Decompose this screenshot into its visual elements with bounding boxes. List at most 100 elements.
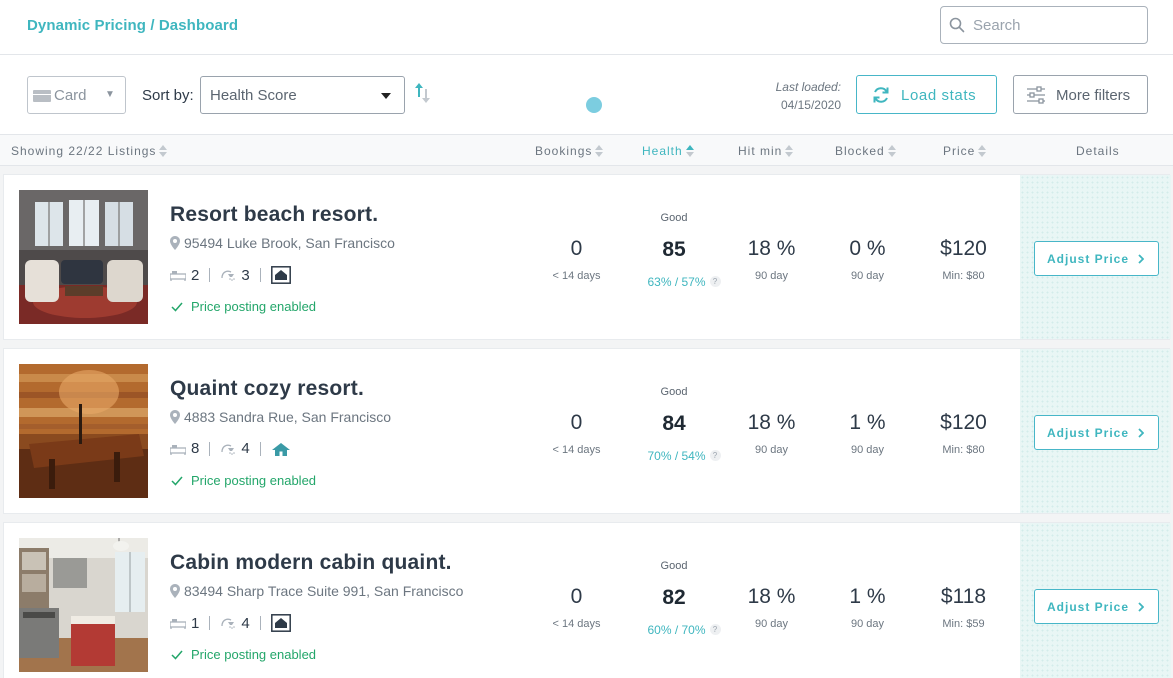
- listing-address: 95494 Luke Brook, San Francisco: [170, 235, 395, 251]
- bed-icon: [170, 619, 186, 629]
- refresh-icon: [873, 87, 889, 103]
- price-posting-text: Price posting enabled: [191, 647, 317, 662]
- listing-card: Quaint cozy resort. 4883 Sandra Rue, San…: [3, 348, 1171, 514]
- column-header-showing[interactable]: Showing 22/22 Listings: [11, 144, 168, 158]
- divider: [209, 441, 211, 456]
- listing-address-text: 83494 Sharp Trace Suite 991, San Francis…: [184, 583, 464, 599]
- bookings-header-label: Bookings: [535, 144, 593, 158]
- min-price: Min: $80: [942, 270, 985, 282]
- bed-icon: [170, 271, 186, 281]
- health-pct-text: 63% / 57%: [647, 275, 706, 289]
- adjust-price-button[interactable]: Adjust Price: [1034, 415, 1159, 450]
- health-score: 85: [662, 238, 686, 261]
- health-pct-text: 70% / 54%: [647, 449, 706, 463]
- health-percentages: 63% / 57%?: [624, 275, 744, 289]
- price-cell: $120 Min: $80: [926, 411, 1001, 456]
- blocked-cell: 1 % 90 day: [830, 411, 905, 456]
- breadcrumb-root[interactable]: Dynamic Pricing: [27, 17, 147, 34]
- column-header-bookings[interactable]: Bookings: [535, 144, 604, 158]
- column-header-price[interactable]: Price: [943, 144, 987, 158]
- details-header-label: Details: [1076, 144, 1120, 158]
- health-label: Good: [660, 212, 688, 224]
- listing-amenities: 8 4: [170, 440, 291, 457]
- adjust-price-label: Adjust Price: [1047, 426, 1130, 440]
- blocked-value: 1 %: [849, 585, 886, 608]
- listing-amenities: 2 3: [170, 266, 291, 284]
- caret-down-icon: ▼: [105, 89, 115, 100]
- bath-count: 3: [241, 266, 250, 284]
- house-icon: [270, 266, 291, 284]
- health-label: Good: [660, 386, 688, 398]
- health-score: 82: [662, 586, 686, 609]
- min-price: Min: $59: [942, 618, 985, 630]
- search-input[interactable]: [973, 15, 1141, 35]
- breadcrumb-current[interactable]: Dashboard: [158, 17, 239, 34]
- adjust-price-button[interactable]: Adjust Price: [1034, 589, 1159, 624]
- column-header-hit-min[interactable]: Hit min: [738, 144, 794, 158]
- load-stats-label: Load stats: [901, 87, 977, 104]
- listing-list: Resort beach resort. 95494 Luke Brook, S…: [0, 166, 1173, 678]
- price-cell: $120 Min: $80: [926, 237, 1001, 282]
- price-posting-text: Price posting enabled: [191, 473, 317, 488]
- listing-card: Cabin modern cabin quaint. 83494 Sharp T…: [3, 522, 1171, 678]
- help-icon[interactable]: ?: [709, 276, 721, 287]
- view-mode-select[interactable]: Card ▼: [27, 76, 126, 114]
- listing-address-text: 95494 Luke Brook, San Francisco: [184, 235, 395, 251]
- adjust-price-button[interactable]: Adjust Price: [1034, 241, 1159, 276]
- listing-title[interactable]: Quaint cozy resort.: [170, 377, 365, 400]
- house-icon: [270, 614, 291, 632]
- blocked-cell: 0 % 90 day: [830, 237, 905, 282]
- more-filters-button[interactable]: More filters: [1013, 75, 1148, 114]
- column-header-details: Details: [1076, 144, 1120, 158]
- health-header-label: Health: [642, 144, 683, 158]
- bookings-cell: 0 < 14 days: [539, 585, 614, 630]
- card-view-icon: [33, 90, 51, 102]
- load-stats-button[interactable]: Load stats: [856, 75, 997, 114]
- sort-label: Sort by:: [142, 87, 194, 104]
- divider: [259, 441, 261, 456]
- column-header-health[interactable]: Health: [642, 144, 694, 158]
- blocked-header-label: Blocked: [835, 144, 885, 158]
- sort-by-select[interactable]: Health Score: [200, 76, 405, 114]
- sort-arrows-icon: [978, 144, 987, 157]
- hit-min-value: 18 %: [747, 585, 796, 608]
- blocked-cell: 1 % 90 day: [830, 585, 905, 630]
- bookings-value: 0: [570, 237, 583, 260]
- shower-icon: [221, 270, 236, 281]
- chevron-right-icon: [1138, 602, 1144, 612]
- health-label: Good: [660, 560, 688, 572]
- toolbar: Card ▼ Sort by: Health Score Last loaded…: [0, 56, 1173, 134]
- sort-ascending-icon: [685, 144, 694, 157]
- listing-title[interactable]: Cabin modern cabin quaint.: [170, 551, 452, 574]
- divider: [209, 268, 211, 282]
- divider: [259, 616, 261, 630]
- blocked-period: 90 day: [850, 270, 885, 282]
- price-value: $120: [940, 237, 987, 260]
- map-pin-icon: [170, 236, 180, 250]
- price-posting-status: Price posting enabled: [171, 299, 316, 314]
- help-icon[interactable]: ?: [709, 624, 721, 635]
- listing-photo: [19, 538, 148, 672]
- map-pin-icon: [170, 584, 180, 598]
- check-icon: [171, 476, 183, 486]
- bookings-cell: 0 < 14 days: [539, 411, 614, 456]
- price-cell: $118 Min: $59: [926, 585, 1001, 630]
- showing-count: Showing 22/22 Listings: [11, 144, 157, 158]
- caret-down-icon: [381, 93, 391, 99]
- sort-arrows-icon: [595, 144, 604, 157]
- bed-count: 2: [191, 266, 200, 284]
- column-header-blocked[interactable]: Blocked: [835, 144, 896, 158]
- hit-min-cell: 18 % 90 day: [734, 585, 809, 630]
- check-icon: [171, 302, 183, 312]
- help-icon[interactable]: ?: [709, 450, 721, 461]
- sort-direction-icon[interactable]: [414, 82, 432, 104]
- health-percentages: 70% / 54%?: [624, 449, 744, 463]
- listing-title[interactable]: Resort beach resort.: [170, 203, 379, 226]
- listing-photo: [19, 190, 148, 324]
- sort-arrows-icon: [785, 144, 794, 157]
- bed-icon: [170, 444, 186, 455]
- hit-min-header-label: Hit min: [738, 144, 783, 158]
- search-box[interactable]: [940, 6, 1148, 44]
- tent-house-icon: [271, 442, 290, 456]
- hit-min-period: 90 day: [754, 618, 789, 630]
